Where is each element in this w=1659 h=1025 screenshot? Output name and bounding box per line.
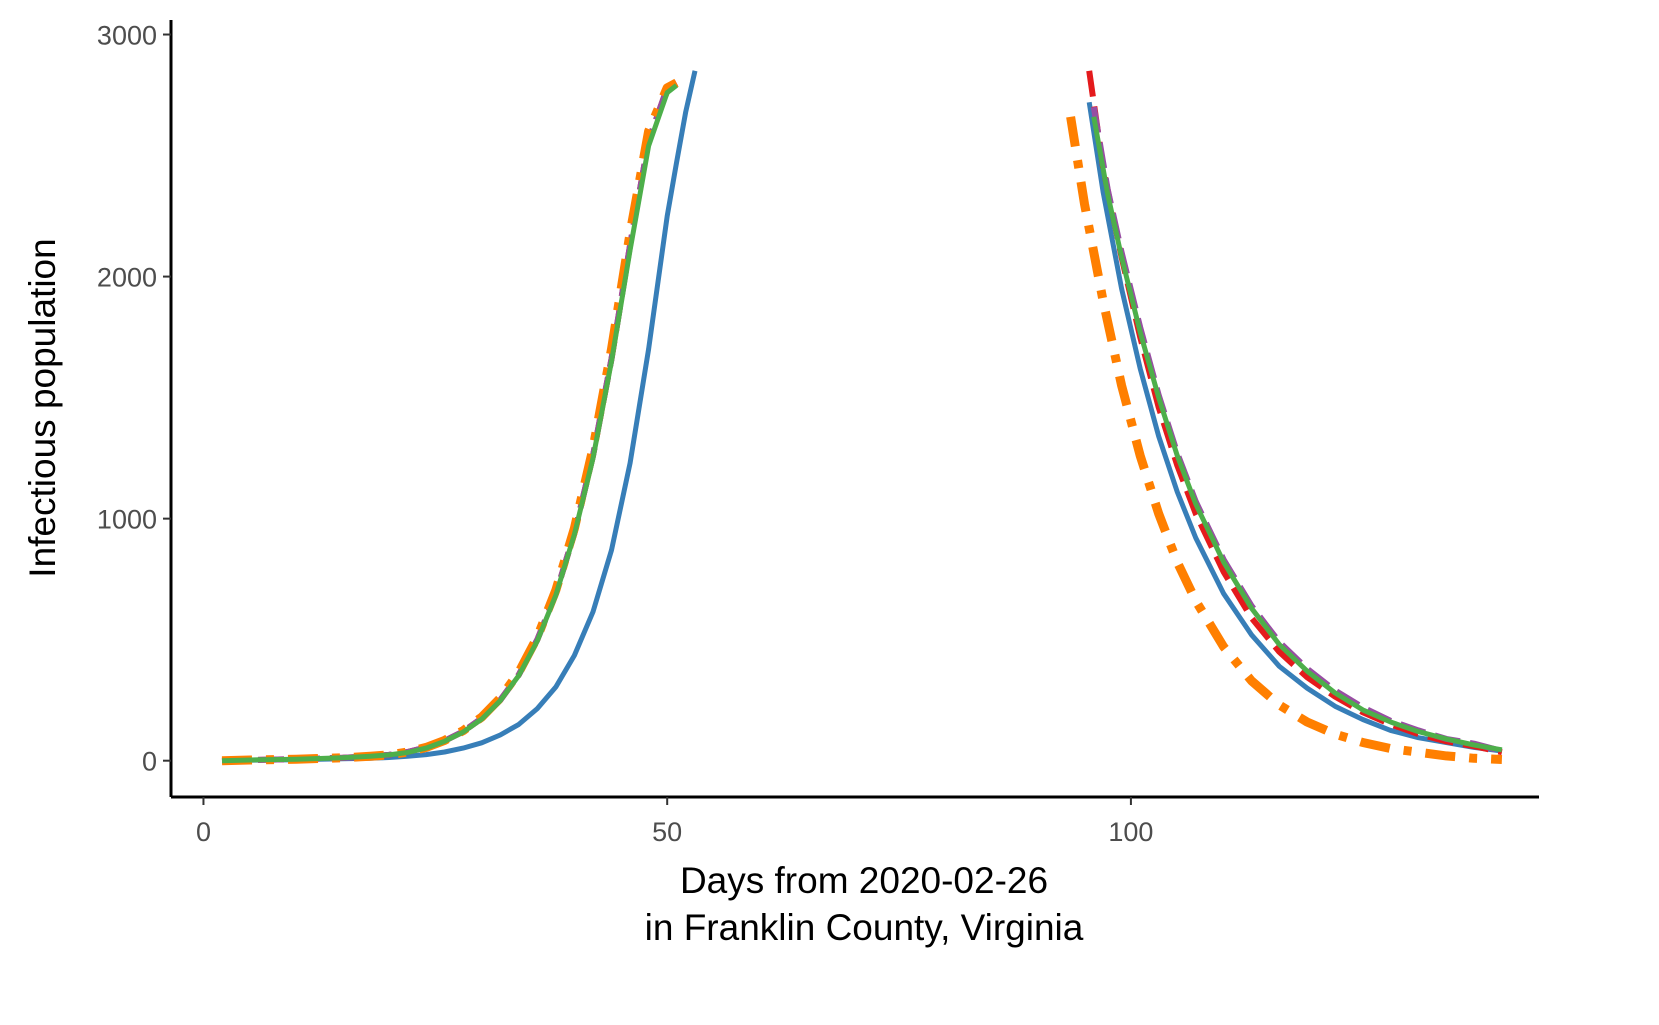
series-line-4-segment-0 (221, 83, 679, 764)
x-tick-label: 100 (1108, 817, 1153, 847)
x-tick-label: 0 (196, 817, 211, 847)
series-line-0-segment-0 (221, 70, 698, 764)
series-line-1-segment-0 (221, 80, 678, 764)
x-tick-label: 50 (652, 817, 682, 847)
x-axis-title-line2: in Franklin County, Virginia (645, 907, 1084, 948)
series-line-3-segment-1 (1066, 116, 1503, 764)
series-line-3-segment-0 (221, 78, 679, 766)
y-axis-title: Infectious population (22, 238, 63, 577)
series-line-0-segment-1 (1086, 101, 1503, 754)
y-tick-label: 2000 (97, 263, 157, 293)
y-tick-label: 3000 (97, 21, 157, 51)
series-line-2-segment-0 (221, 80, 678, 764)
x-axis-title-line1: Days from 2020-02-26 (680, 860, 1048, 901)
y-tick-label: 0 (142, 747, 157, 777)
y-tick-label: 1000 (97, 505, 157, 535)
series-line-4-segment-1 (1091, 116, 1503, 753)
series-layer (221, 70, 1503, 766)
